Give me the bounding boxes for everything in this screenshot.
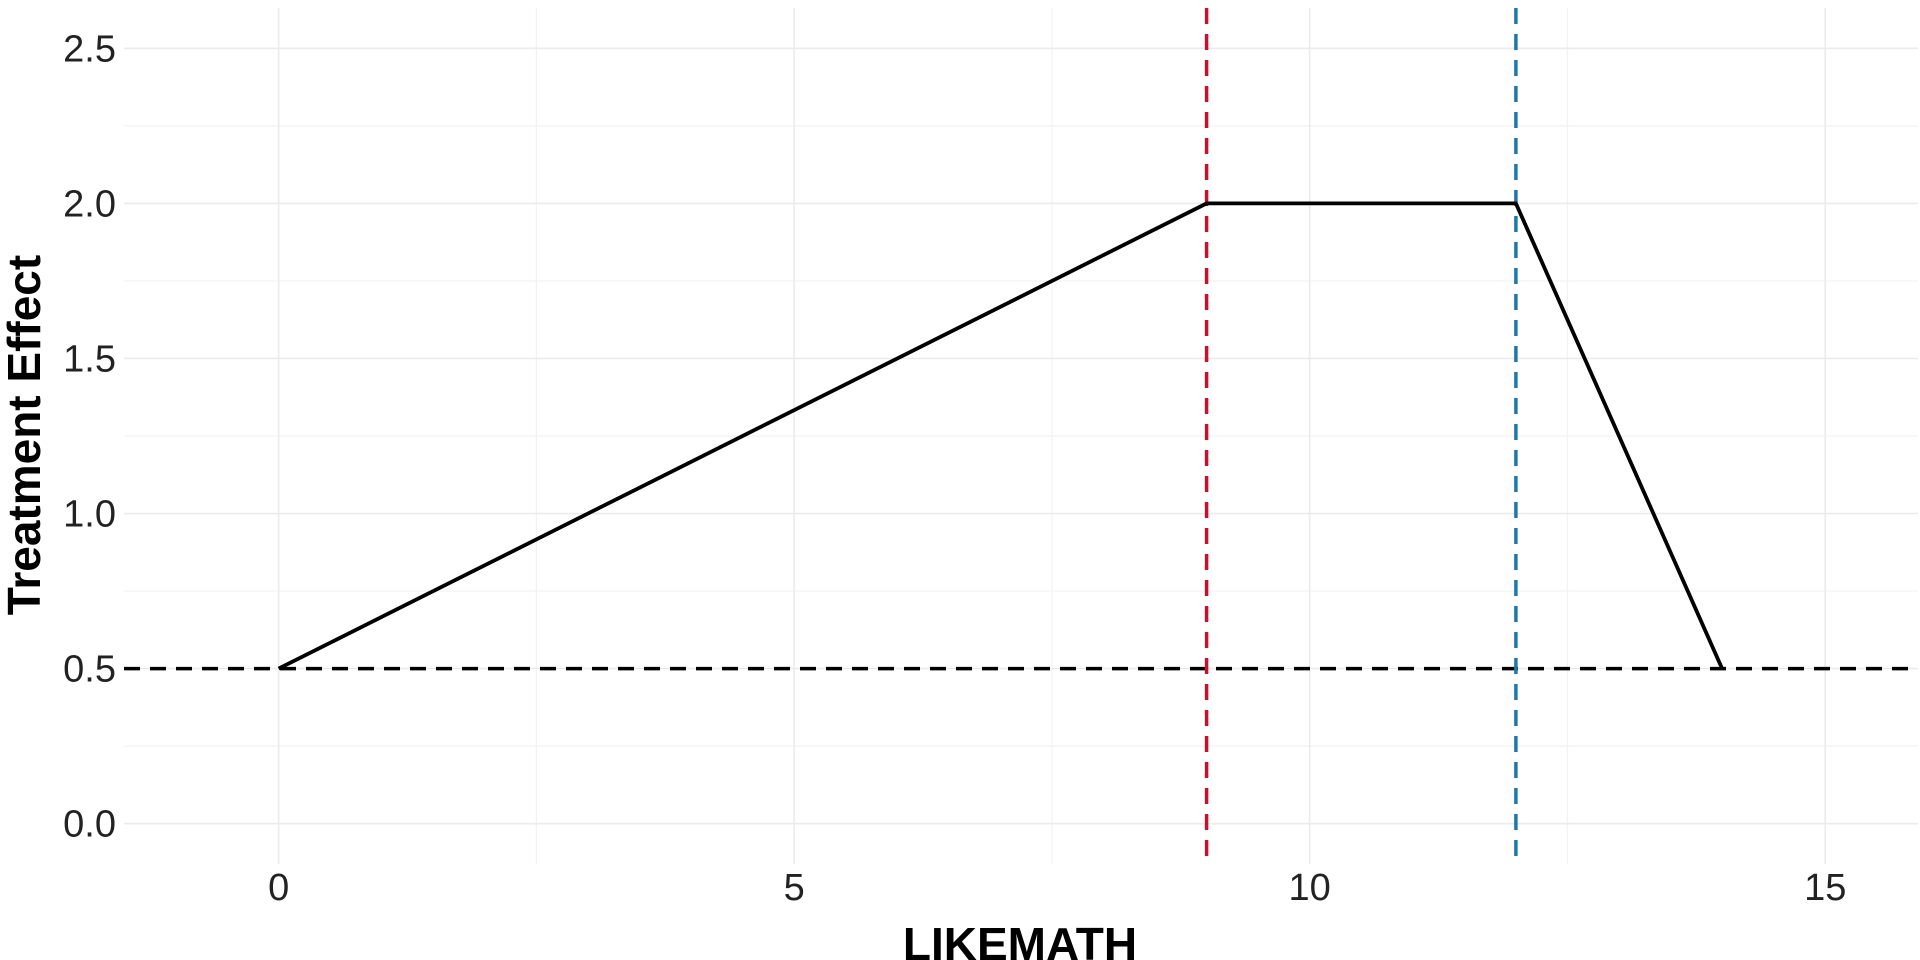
x-tick-label: 10	[1289, 867, 1331, 909]
y-tick-label: 2.0	[63, 183, 116, 225]
grid	[124, 8, 1918, 864]
x-axis-ticks: 0 5 10 15	[268, 867, 1846, 909]
y-axis-ticks: 0.0 0.5 1.0 1.5 2.0 2.5	[63, 28, 116, 845]
y-tick-label: 2.5	[63, 28, 116, 70]
y-tick-label: 1.5	[63, 338, 116, 380]
y-tick-label: 1.0	[63, 494, 116, 536]
x-axis-title: LIKEMATH	[903, 918, 1137, 960]
y-axis-title: Treatment Effect	[0, 255, 50, 615]
x-tick-label: 15	[1804, 867, 1846, 909]
x-tick-label: 5	[784, 867, 805, 909]
treatment-effect-line	[277, 201, 1724, 671]
x-tick-label: 0	[268, 867, 289, 909]
series	[277, 201, 1724, 671]
y-tick-label: 0.5	[63, 649, 116, 691]
reference-lines	[124, 8, 1918, 864]
y-tick-label: 0.0	[63, 804, 116, 846]
